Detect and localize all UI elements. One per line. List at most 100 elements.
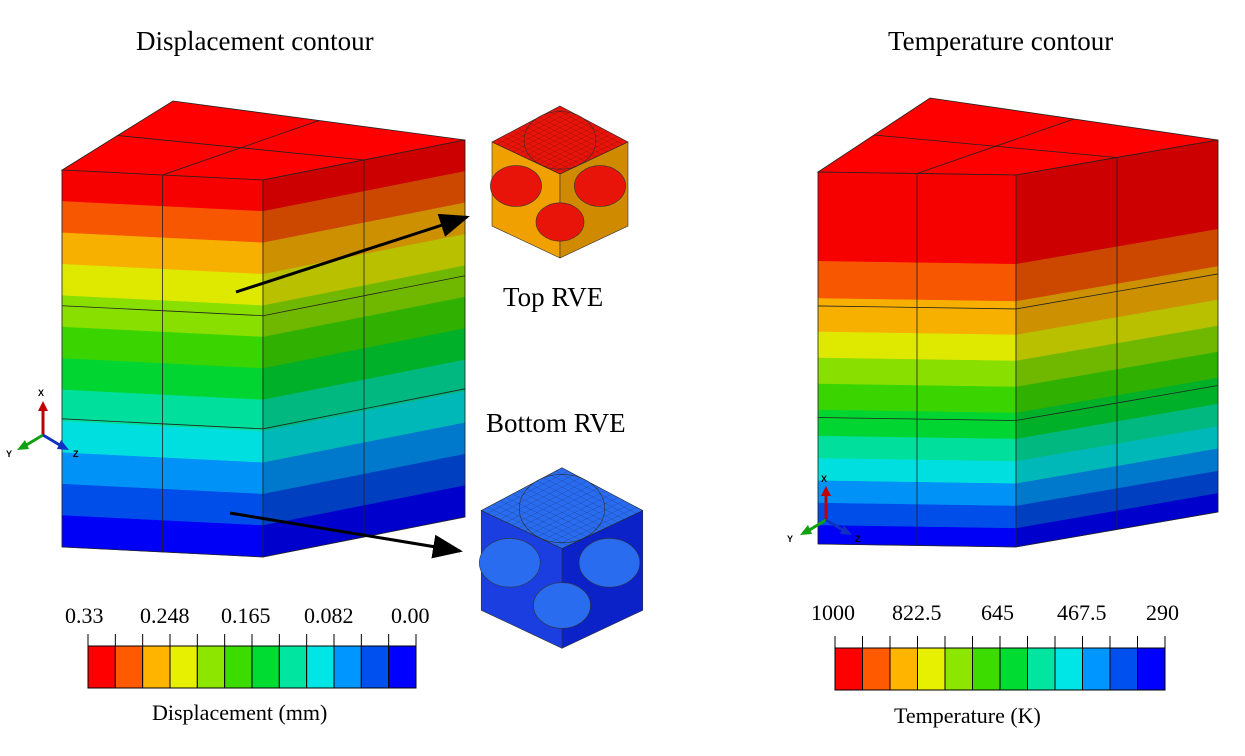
colorbar-swatch bbox=[917, 647, 946, 691]
bottom-rve-label: Bottom RVE bbox=[486, 408, 626, 438]
colorbar-swatch bbox=[972, 647, 1001, 691]
rve-mesh-line bbox=[512, 493, 594, 535]
colorbar-swatch bbox=[944, 647, 973, 691]
rve-mesh-line bbox=[481, 510, 563, 549]
top-rve-arrow bbox=[235, 213, 470, 294]
rve-mesh-line bbox=[523, 122, 592, 157]
colorbar-swatch bbox=[169, 645, 198, 689]
rve-particle bbox=[479, 538, 541, 588]
rve-mesh-line bbox=[528, 125, 597, 160]
block-side-outline bbox=[1015, 139, 1219, 548]
rve-mesh-line bbox=[507, 114, 576, 150]
rve-mesh-line bbox=[518, 119, 587, 155]
right-triad-y-label: Y bbox=[787, 534, 794, 544]
block-grid-line bbox=[817, 305, 1017, 310]
rve-particle bbox=[518, 474, 606, 544]
displacement-colorbar bbox=[87, 634, 417, 689]
rve-mesh-line bbox=[499, 477, 581, 520]
block-grid-line bbox=[117, 135, 365, 161]
rve-mesh-line bbox=[512, 130, 582, 165]
colorbar-swatch bbox=[862, 647, 891, 691]
displacement-tick: 0.00 bbox=[391, 603, 430, 628]
temperature-colorbar bbox=[834, 636, 1166, 691]
temperature-tick: 1000 bbox=[811, 600, 855, 625]
rve-particle bbox=[574, 165, 626, 207]
colorbar-swatch bbox=[114, 645, 144, 689]
displacement-colorbar-label: Displacement (mm) bbox=[152, 700, 328, 725]
colorbar-swatch bbox=[388, 645, 417, 689]
rve-mesh-line bbox=[512, 483, 594, 526]
rve-mesh-line bbox=[497, 108, 566, 145]
rve-mesh-line bbox=[555, 506, 637, 546]
colorbar-swatch bbox=[1109, 647, 1138, 691]
rve-mesh-line bbox=[518, 487, 600, 529]
rve-mesh-line bbox=[497, 139, 566, 172]
right-triad-x-label: X bbox=[821, 474, 828, 484]
rve-mesh-line bbox=[561, 510, 643, 549]
rve-mesh-line bbox=[561, 467, 643, 511]
right-axis-triad bbox=[800, 486, 852, 535]
temperature-panel-title: Temperature contour bbox=[888, 26, 1114, 56]
rve-particle bbox=[578, 538, 641, 588]
block-grid-line bbox=[817, 417, 1017, 421]
rve-mesh-line bbox=[523, 125, 592, 160]
rve-mesh-line bbox=[481, 467, 563, 511]
block-grid-line bbox=[61, 305, 264, 317]
rve-mesh-line bbox=[544, 114, 613, 150]
y-axis-arrowhead bbox=[800, 525, 812, 535]
block-grid-line bbox=[61, 418, 264, 430]
rve-mesh-line bbox=[533, 127, 602, 162]
rve-mesh-line bbox=[549, 111, 618, 148]
temperature-tick: 645 bbox=[981, 600, 1014, 625]
temperature-tick: 822.5 bbox=[892, 600, 942, 625]
colorbar-swatch bbox=[889, 647, 918, 691]
rve-mesh-line bbox=[491, 141, 561, 175]
colorbar-swatch bbox=[142, 645, 171, 689]
rve-mesh-line bbox=[554, 139, 623, 172]
bottom-rve-model bbox=[479, 467, 644, 649]
colorbar-swatch bbox=[360, 645, 390, 689]
rve-mesh-line bbox=[505, 497, 587, 538]
displacement-tick: 0.165 bbox=[221, 603, 271, 628]
displacement-tick: 0.33 bbox=[65, 603, 104, 628]
bottom-rve-arrow bbox=[229, 511, 463, 559]
rve-mesh-line bbox=[549, 474, 631, 517]
colorbar-swatch bbox=[1137, 647, 1166, 691]
y-axis-arrowhead bbox=[17, 440, 29, 450]
rve-particle bbox=[490, 165, 542, 207]
rve-mesh-line bbox=[518, 127, 587, 162]
displacement-panel-title: Displacement contour bbox=[136, 26, 374, 56]
z-axis-arrowhead bbox=[57, 440, 69, 450]
rve-mesh-line bbox=[537, 497, 619, 538]
rve-mesh-line bbox=[549, 503, 631, 543]
rve-particle bbox=[533, 582, 591, 629]
rve-mesh-line bbox=[555, 470, 637, 514]
rve-mesh-line bbox=[502, 111, 571, 148]
rve-mesh-line bbox=[530, 493, 612, 535]
rve-mesh-line bbox=[530, 483, 612, 526]
rve-particle bbox=[523, 111, 597, 170]
rve-mesh-line bbox=[524, 487, 606, 529]
colorbar-swatch bbox=[251, 645, 280, 689]
block-grid-line bbox=[1015, 385, 1219, 421]
block-grid-line bbox=[262, 275, 466, 317]
temperature-block bbox=[816, 97, 1219, 548]
colorbar-swatch bbox=[333, 645, 362, 689]
rve-mesh-line bbox=[528, 122, 597, 157]
rve-mesh-line bbox=[505, 480, 587, 523]
rve-mesh-line bbox=[512, 116, 582, 153]
rve-mesh-line bbox=[507, 133, 576, 167]
colorbar-swatch bbox=[306, 645, 335, 689]
rve-mesh-line bbox=[537, 480, 619, 523]
colorbar-swatch bbox=[834, 647, 863, 691]
rve-mesh-line bbox=[491, 105, 561, 143]
rve-mesh-line bbox=[533, 119, 602, 155]
colorbar-swatch bbox=[1054, 647, 1083, 691]
colorbar-swatch bbox=[87, 645, 116, 689]
rve-mesh-line bbox=[543, 500, 625, 540]
rve-mesh-line bbox=[559, 141, 629, 175]
colorbar-swatch bbox=[224, 645, 253, 689]
block-grid-line bbox=[262, 388, 466, 430]
rve-mesh-line bbox=[493, 474, 575, 517]
